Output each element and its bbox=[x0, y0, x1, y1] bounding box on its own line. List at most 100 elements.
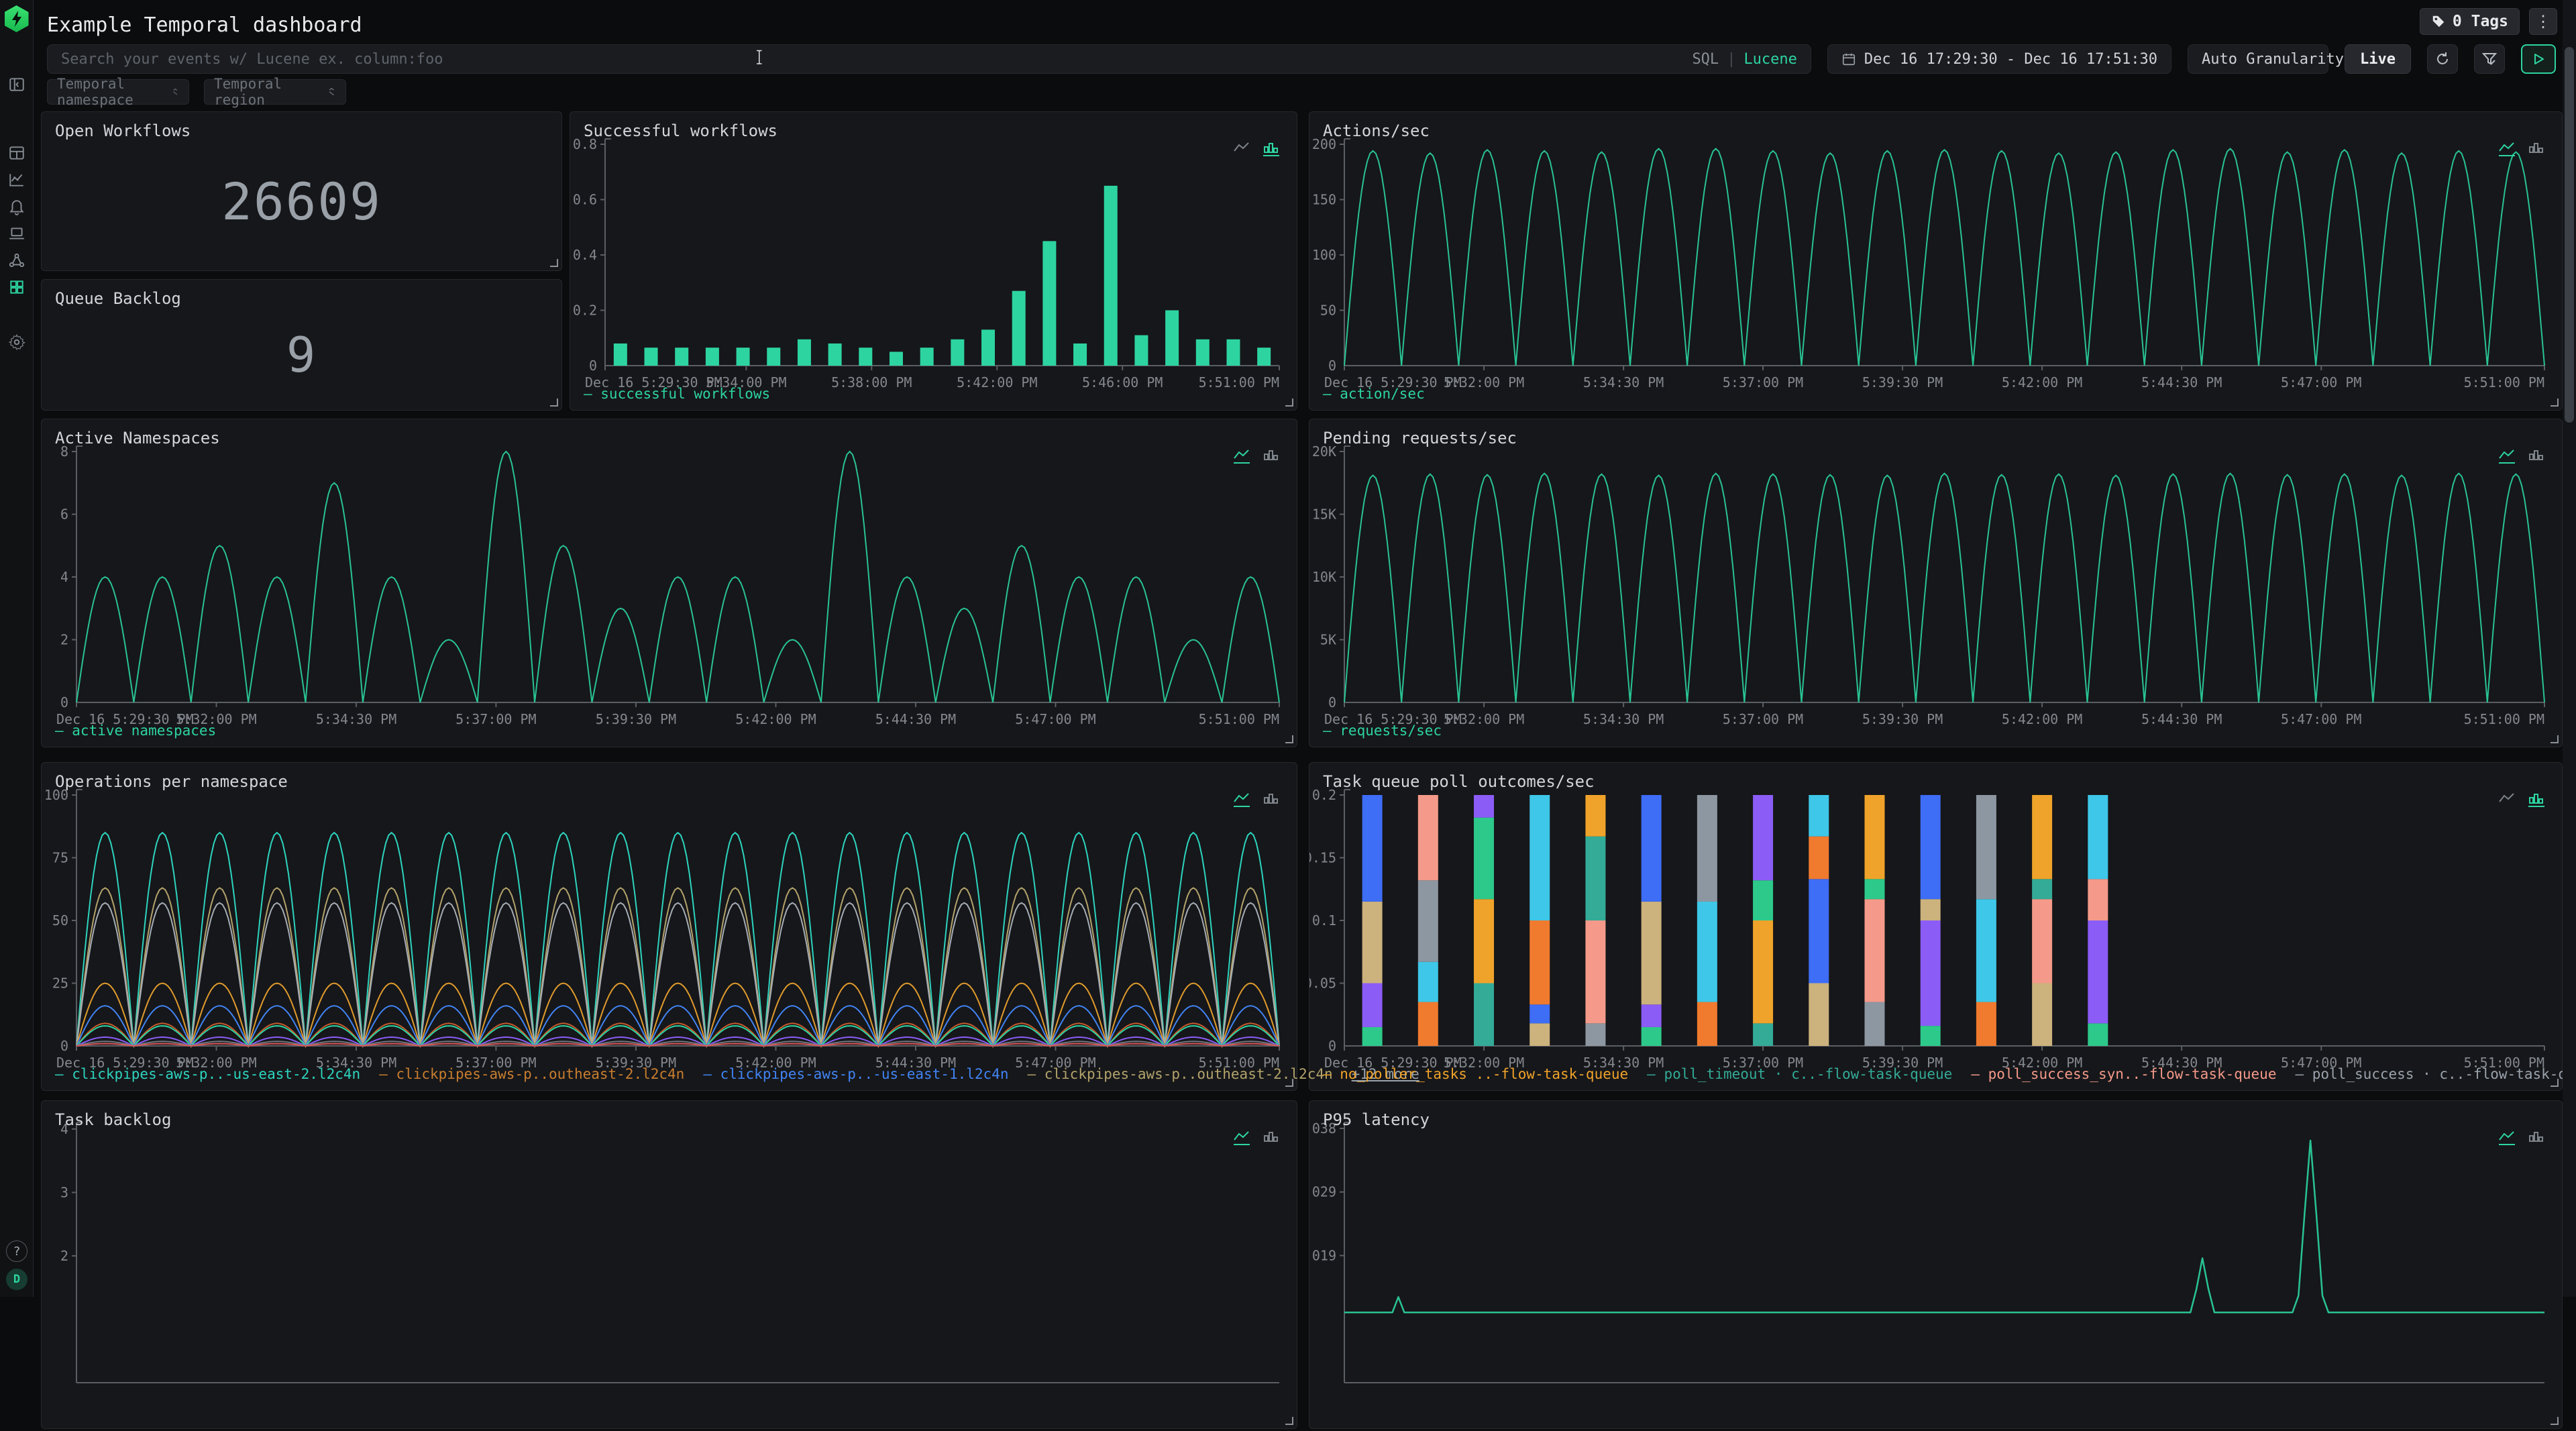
panel-pending-requests: Pending requests/sec 05K10K15K20KDec 16 … bbox=[1309, 419, 2563, 747]
line-view-icon[interactable] bbox=[2498, 791, 2518, 808]
line-view-icon[interactable] bbox=[2498, 447, 2518, 465]
sidebar-collapse-icon[interactable] bbox=[0, 71, 34, 98]
chart-task-queue-poll-outcomes[interactable]: 00.050.10.150.2Dec 16 5:29:30 PM5:32:00 … bbox=[1309, 763, 2562, 1090]
filter-temporal-namespace[interactable]: Temporal namespace bbox=[47, 79, 189, 105]
chart-actions-per-sec[interactable]: 050100150200Dec 16 5:29:30 PM5:32:00 PM5… bbox=[1309, 112, 2562, 410]
svg-text:5:51:00 PM: 5:51:00 PM bbox=[1199, 374, 1279, 390]
chart-active-namespaces[interactable]: 02468Dec 16 5:29:30 PM5:32:00 PM5:34:30 … bbox=[42, 419, 1297, 747]
legend: — clickpipes-aws-p..-us-east-2.l2c4n — cl… bbox=[55, 1066, 1419, 1082]
panel-title: P95 latency bbox=[1323, 1110, 1430, 1129]
chart-task-backlog[interactable]: 234 bbox=[42, 1101, 1297, 1428]
legend-item[interactable]: — no_poller_tasks ..-flow-task-queue bbox=[1323, 1066, 1628, 1082]
user-avatar[interactable]: D bbox=[6, 1269, 28, 1290]
sidebar-item-services-icon[interactable] bbox=[0, 247, 34, 274]
scrollbar-track[interactable] bbox=[2563, 0, 2576, 1297]
sidebar-item-chart-explorer-icon[interactable] bbox=[0, 166, 34, 193]
legend-item[interactable]: — active namespaces bbox=[55, 723, 216, 739]
bar-view-icon[interactable] bbox=[1262, 140, 1282, 158]
panel-title: Actions/sec bbox=[1323, 121, 1430, 140]
legend-item[interactable]: — clickpipes-aws-p..-us-east-2.l2c4n bbox=[55, 1066, 360, 1082]
bar-view-icon[interactable] bbox=[2527, 447, 2547, 465]
line-view-icon[interactable] bbox=[2498, 140, 2518, 158]
svg-text:5:47:00 PM: 5:47:00 PM bbox=[1015, 711, 1095, 727]
line-view-icon[interactable] bbox=[1232, 447, 1252, 465]
granularity-value: Auto Granularity bbox=[2202, 51, 2344, 68]
bar-view-icon[interactable] bbox=[2527, 791, 2547, 808]
svg-text:5:51:00 PM: 5:51:00 PM bbox=[1199, 711, 1279, 727]
svg-text:2: 2 bbox=[60, 632, 68, 648]
sidebar-item-search-icon[interactable] bbox=[0, 140, 34, 166]
legend-item[interactable]: — successful workflows bbox=[584, 386, 770, 402]
line-view-icon[interactable] bbox=[1232, 791, 1252, 808]
svg-text:0: 0 bbox=[1328, 358, 1336, 374]
scrollbar-thumb[interactable] bbox=[2565, 47, 2574, 423]
search-input[interactable] bbox=[61, 51, 1692, 68]
svg-text:0: 0 bbox=[1328, 694, 1336, 710]
lucene-mode-option[interactable]: Lucene bbox=[1743, 51, 1796, 68]
legend-item[interactable]: — action/sec bbox=[1323, 386, 1425, 402]
chart-pending-requests[interactable]: 05K10K15K20KDec 16 5:29:30 PM5:32:00 PM5… bbox=[1309, 419, 2562, 747]
refresh-icon bbox=[2434, 51, 2451, 67]
svg-text:15K: 15K bbox=[1312, 507, 1336, 523]
sql-mode-option[interactable]: SQL bbox=[1692, 51, 1719, 68]
chart-p95-latency[interactable]: 0.0190.0290.038 bbox=[1309, 1101, 2562, 1428]
bar-view-icon[interactable] bbox=[2527, 140, 2547, 158]
bar-view-icon[interactable] bbox=[1262, 447, 1282, 465]
query-mode-toggle[interactable]: SQL | Lucene bbox=[1692, 51, 1796, 68]
legend-item[interactable]: — requests/sec bbox=[1323, 723, 1442, 739]
panel-title: Task backlog bbox=[55, 1110, 171, 1129]
svg-text:5K: 5K bbox=[1320, 632, 1336, 648]
svg-text:5:37:00 PM: 5:37:00 PM bbox=[1723, 711, 1803, 727]
legend-item[interactable]: — clickpipes-aws-p..-us-east-1.l2c4n bbox=[703, 1066, 1008, 1082]
svg-text:5:51:00 PM: 5:51:00 PM bbox=[2464, 711, 2544, 727]
bar-view-icon[interactable] bbox=[1262, 1129, 1282, 1147]
help-button[interactable]: ? bbox=[6, 1240, 28, 1262]
refresh-button[interactable] bbox=[2427, 44, 2458, 74]
sidebar-item-alerts-icon[interactable] bbox=[0, 193, 34, 220]
legend-item[interactable]: — poll_timeout · c..-flow-task-queue bbox=[1647, 1066, 1952, 1082]
chevron-updown-icon bbox=[172, 86, 179, 98]
svg-text:0.4: 0.4 bbox=[573, 247, 597, 263]
panel-operations-per-namespace: Operations per namespace 0255075100Dec 1… bbox=[41, 762, 1297, 1091]
line-view-icon[interactable] bbox=[2498, 1129, 2518, 1147]
text-cursor bbox=[755, 50, 767, 70]
app-logo-icon[interactable] bbox=[5, 5, 29, 32]
sidebar-item-hosts-icon[interactable] bbox=[0, 220, 34, 247]
filter-temporal-region[interactable]: Temporal region bbox=[204, 79, 346, 105]
legend-item[interactable]: — clickpipes-aws-p..outheast-2.l2c4n bbox=[1027, 1066, 1332, 1082]
chevron-updown-icon bbox=[327, 86, 336, 98]
panel-title: Pending requests/sec bbox=[1323, 429, 1517, 447]
tags-button[interactable]: 0 Tags bbox=[2420, 8, 2520, 35]
sidebar-item-dashboards-icon[interactable] bbox=[0, 274, 34, 301]
calendar-icon bbox=[1841, 52, 1856, 66]
sidebar-item-settings-icon[interactable] bbox=[0, 329, 34, 356]
svg-text:75: 75 bbox=[52, 850, 68, 866]
panel-actions-per-sec: Actions/sec 050100150200Dec 16 5:29:30 P… bbox=[1309, 111, 2563, 411]
svg-text:0.15: 0.15 bbox=[1309, 850, 1336, 866]
bar-view-icon[interactable] bbox=[1262, 791, 1282, 808]
legend-item[interactable]: — poll_success_syn..-flow-task-queue bbox=[1971, 1066, 2276, 1082]
search-bar[interactable]: SQL | Lucene bbox=[47, 44, 1811, 74]
svg-text:5:47:00 PM: 5:47:00 PM bbox=[2281, 711, 2361, 727]
svg-text:5:42:00 PM: 5:42:00 PM bbox=[2002, 374, 2082, 390]
chart-operations-per-namespace[interactable]: 0255075100Dec 16 5:29:30 PM5:32:00 PM5:3… bbox=[42, 763, 1297, 1090]
live-button[interactable]: Live bbox=[2345, 44, 2411, 74]
line-view-icon[interactable] bbox=[1232, 1129, 1252, 1147]
kebab-menu-button[interactable]: ⋮ bbox=[2529, 8, 2557, 35]
chart-successful-workflows[interactable]: 00.20.40.60.8Dec 16 5:29:30 PM5:34:00 PM… bbox=[570, 112, 1297, 410]
time-range-picker[interactable]: Dec 16 17:29:30 - Dec 16 17:51:30 bbox=[1827, 44, 2171, 74]
panel-p95-latency: P95 latency 0.0190.0290.038 bbox=[1309, 1100, 2563, 1429]
svg-text:50: 50 bbox=[52, 912, 68, 929]
legend-item[interactable]: — poll_success · c..-flow-task-queue bbox=[2295, 1066, 2576, 1082]
filter-edit-button[interactable] bbox=[2474, 44, 2505, 74]
svg-text:0.029: 0.029 bbox=[1309, 1184, 1336, 1200]
granularity-select[interactable]: Auto Granularity bbox=[2188, 44, 2328, 74]
legend-item[interactable]: — clickpipes-aws-p..outheast-2.l2c4n bbox=[379, 1066, 684, 1082]
svg-text:0.019: 0.019 bbox=[1309, 1247, 1336, 1263]
run-query-button[interactable] bbox=[2521, 44, 2556, 74]
svg-text:0.1: 0.1 bbox=[1312, 912, 1336, 929]
svg-text:5:46:00 PM: 5:46:00 PM bbox=[1082, 374, 1163, 390]
line-view-icon[interactable] bbox=[1232, 140, 1252, 158]
panel-title: Queue Backlog bbox=[55, 289, 181, 308]
bar-view-icon[interactable] bbox=[2527, 1129, 2547, 1147]
